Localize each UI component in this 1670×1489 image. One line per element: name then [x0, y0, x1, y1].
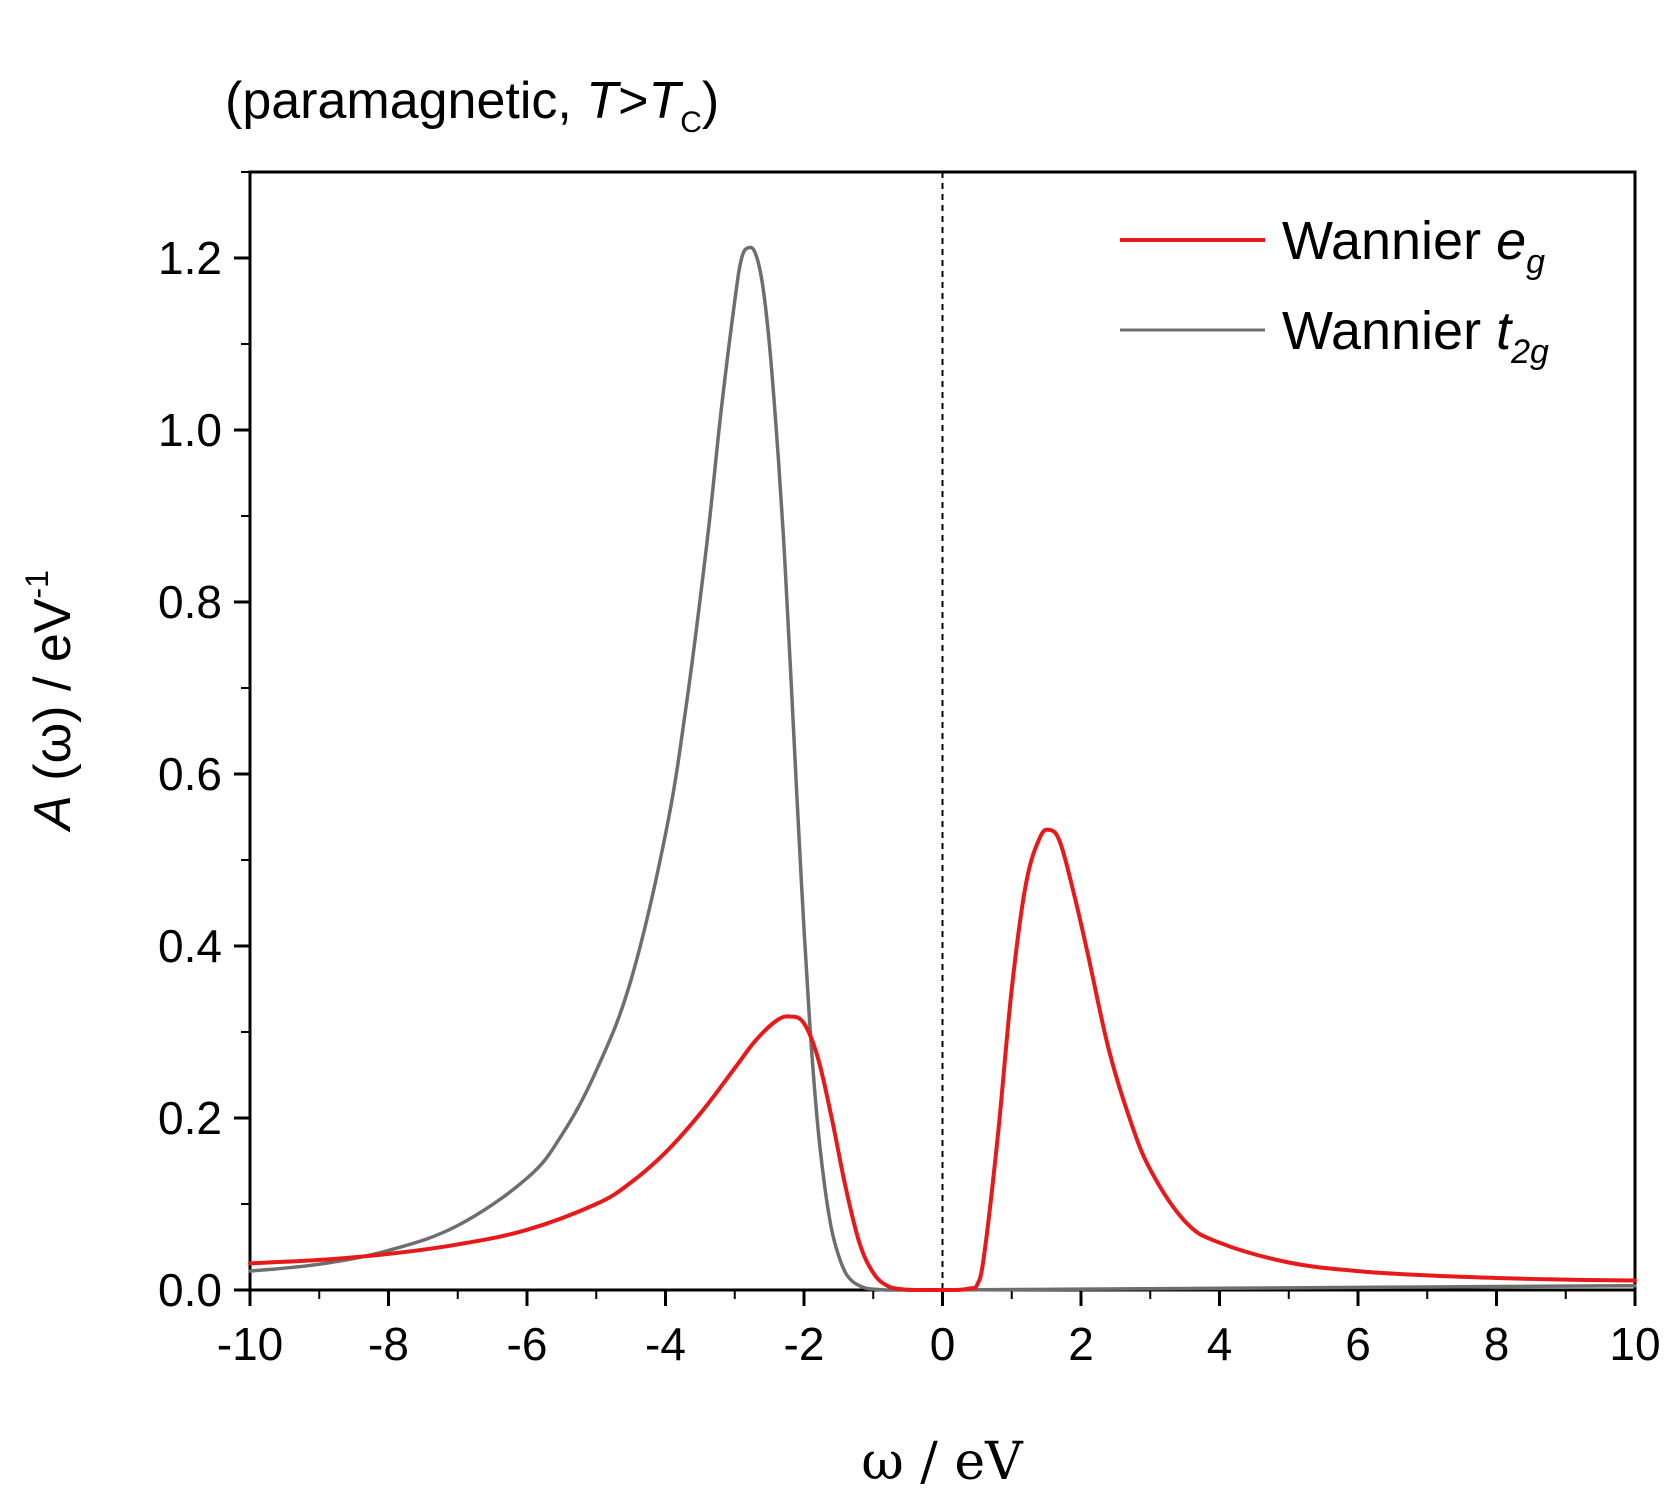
legend-t2g-symbol: t [1496, 301, 1513, 361]
y-axis-title: A (ω) / eV-1 [19, 570, 82, 833]
y-tick-label: 0.0 [158, 1264, 222, 1316]
legend-eg-subscript: g [1526, 243, 1545, 281]
legend-t2g-subscript: 2g [1510, 333, 1549, 371]
legend-eg-symbol: e [1496, 211, 1526, 271]
chart-subtitle: (paramagnetic, T>TC) [225, 72, 719, 139]
subtitle-t: T [586, 72, 621, 130]
y-axis-title-a: A [24, 795, 82, 833]
x-tick-label: -2 [784, 1318, 825, 1370]
x-tick-label: 8 [1484, 1318, 1510, 1370]
y-tick-label: 1.0 [158, 404, 222, 456]
x-axis-title: ω / eV [861, 1432, 1024, 1489]
x-tick-label: 6 [1345, 1318, 1371, 1370]
x-tick-label: -6 [507, 1318, 548, 1370]
legend-eg-base: Wannier [1282, 211, 1496, 271]
y-tick-label: 0.8 [158, 576, 222, 628]
legend: Wannier eg Wannier t2g [1120, 211, 1549, 371]
series-layer [248, 245, 1637, 1292]
x-tick-label: 0 [930, 1318, 956, 1370]
y-tick-label: 0.4 [158, 920, 222, 972]
subtitle-suffix: ) [702, 72, 719, 130]
y-axis-title-exponent: -1 [19, 570, 55, 598]
y-axis-title-rest: (ω) / eV [24, 598, 82, 795]
x-tick-label: 4 [1207, 1318, 1233, 1370]
x-tick-label: -4 [645, 1318, 686, 1370]
y-axis-ticks: 0.0 0.2 0.4 0.6 0.8 1.0 1.2 [158, 171, 250, 1316]
legend-t2g-base: Wannier [1282, 301, 1496, 361]
x-tick-label: -8 [368, 1318, 409, 1370]
subtitle-tc: T [648, 72, 683, 130]
y-tick-label: 0.6 [158, 748, 222, 800]
legend-label-eg: Wannier eg [1282, 211, 1545, 281]
x-tick-label: 10 [1609, 1318, 1660, 1370]
x-tick-label: 2 [1068, 1318, 1094, 1370]
subtitle-gt: > [618, 72, 648, 130]
x-tick-label: -10 [217, 1318, 283, 1370]
legend-label-t2g: Wannier t2g [1282, 301, 1549, 371]
x-axis-ticks: -10 -8 -6 -4 -2 0 2 4 6 8 10 [217, 1290, 1661, 1370]
series-line-eg [248, 827, 1637, 1292]
y-tick-label: 1.2 [158, 232, 222, 284]
subtitle-tc-subscript: C [680, 106, 702, 139]
subtitle-prefix: (paramagnetic, [225, 72, 586, 130]
y-tick-label: 0.2 [158, 1092, 222, 1144]
